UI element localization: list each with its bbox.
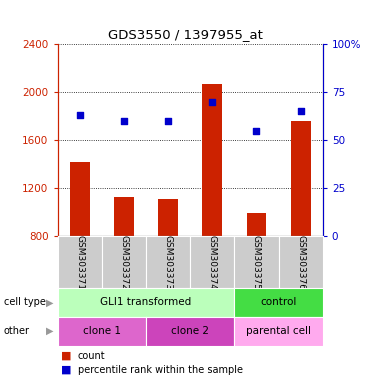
Text: GSM303371: GSM303371: [75, 235, 84, 290]
Text: GSM303372: GSM303372: [119, 235, 128, 290]
Point: [77, 112, 83, 118]
Text: other: other: [4, 326, 30, 336]
Point: [209, 99, 215, 105]
Text: GSM303375: GSM303375: [252, 235, 261, 290]
Text: cell type: cell type: [4, 297, 46, 308]
Text: ▶: ▶: [46, 326, 54, 336]
Point: [165, 118, 171, 124]
Bar: [202, 84, 222, 332]
Bar: [246, 214, 266, 332]
Bar: [158, 199, 178, 332]
Text: ■: ■: [61, 351, 72, 361]
Text: GSM303374: GSM303374: [208, 235, 217, 290]
Text: GLI1 transformed: GLI1 transformed: [100, 297, 191, 308]
Text: parental cell: parental cell: [246, 326, 311, 336]
Text: control: control: [260, 297, 297, 308]
Text: percentile rank within the sample: percentile rank within the sample: [78, 365, 243, 375]
Bar: [291, 121, 311, 332]
Text: GSM303376: GSM303376: [296, 235, 305, 290]
Text: GSM303373: GSM303373: [164, 235, 173, 290]
Bar: [114, 197, 134, 332]
Bar: [70, 162, 89, 332]
Text: ■: ■: [61, 365, 72, 375]
Point: [253, 127, 259, 134]
Point: [298, 108, 303, 114]
Text: clone 1: clone 1: [83, 326, 121, 336]
Text: clone 2: clone 2: [171, 326, 209, 336]
Text: ▶: ▶: [46, 297, 54, 308]
Text: GDS3550 / 1397955_at: GDS3550 / 1397955_at: [108, 28, 263, 41]
Point: [121, 118, 127, 124]
Text: count: count: [78, 351, 105, 361]
